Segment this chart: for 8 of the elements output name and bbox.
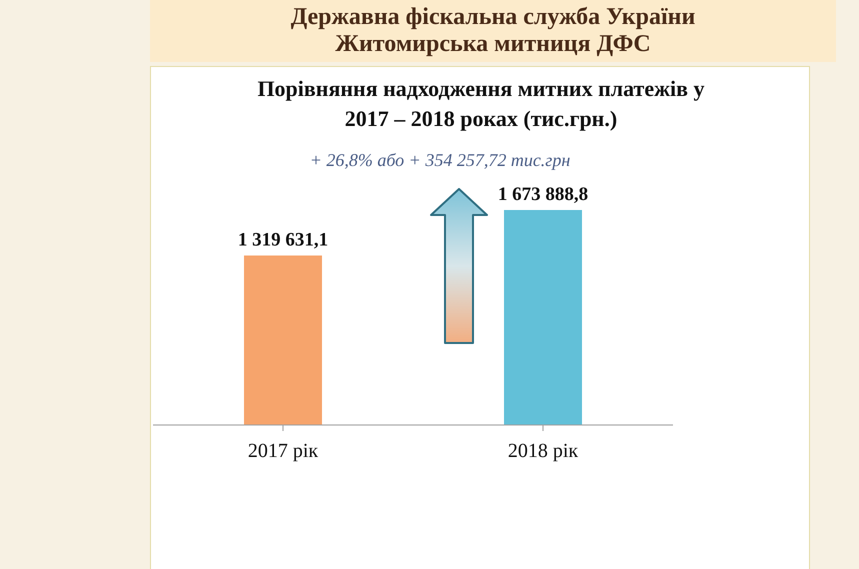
text: Житомирська митниця ДФС	[334, 31, 652, 58]
data-label: 1 673 888,8	[498, 184, 588, 205]
data-label: 1 319 631,1	[238, 230, 328, 250]
text: + 26,8% або + 354 257,72 тис.грн	[308, 150, 572, 171]
chart-title: Порівняння надходження митних платежів у 2017 – 2018 роках (тис.грн.)	[256, 75, 706, 133]
x-tick-label: 2017 рік	[248, 440, 318, 462]
text: Державна фіскальна служба України	[290, 4, 696, 31]
x-tick-label: 2018 рік	[508, 440, 578, 462]
